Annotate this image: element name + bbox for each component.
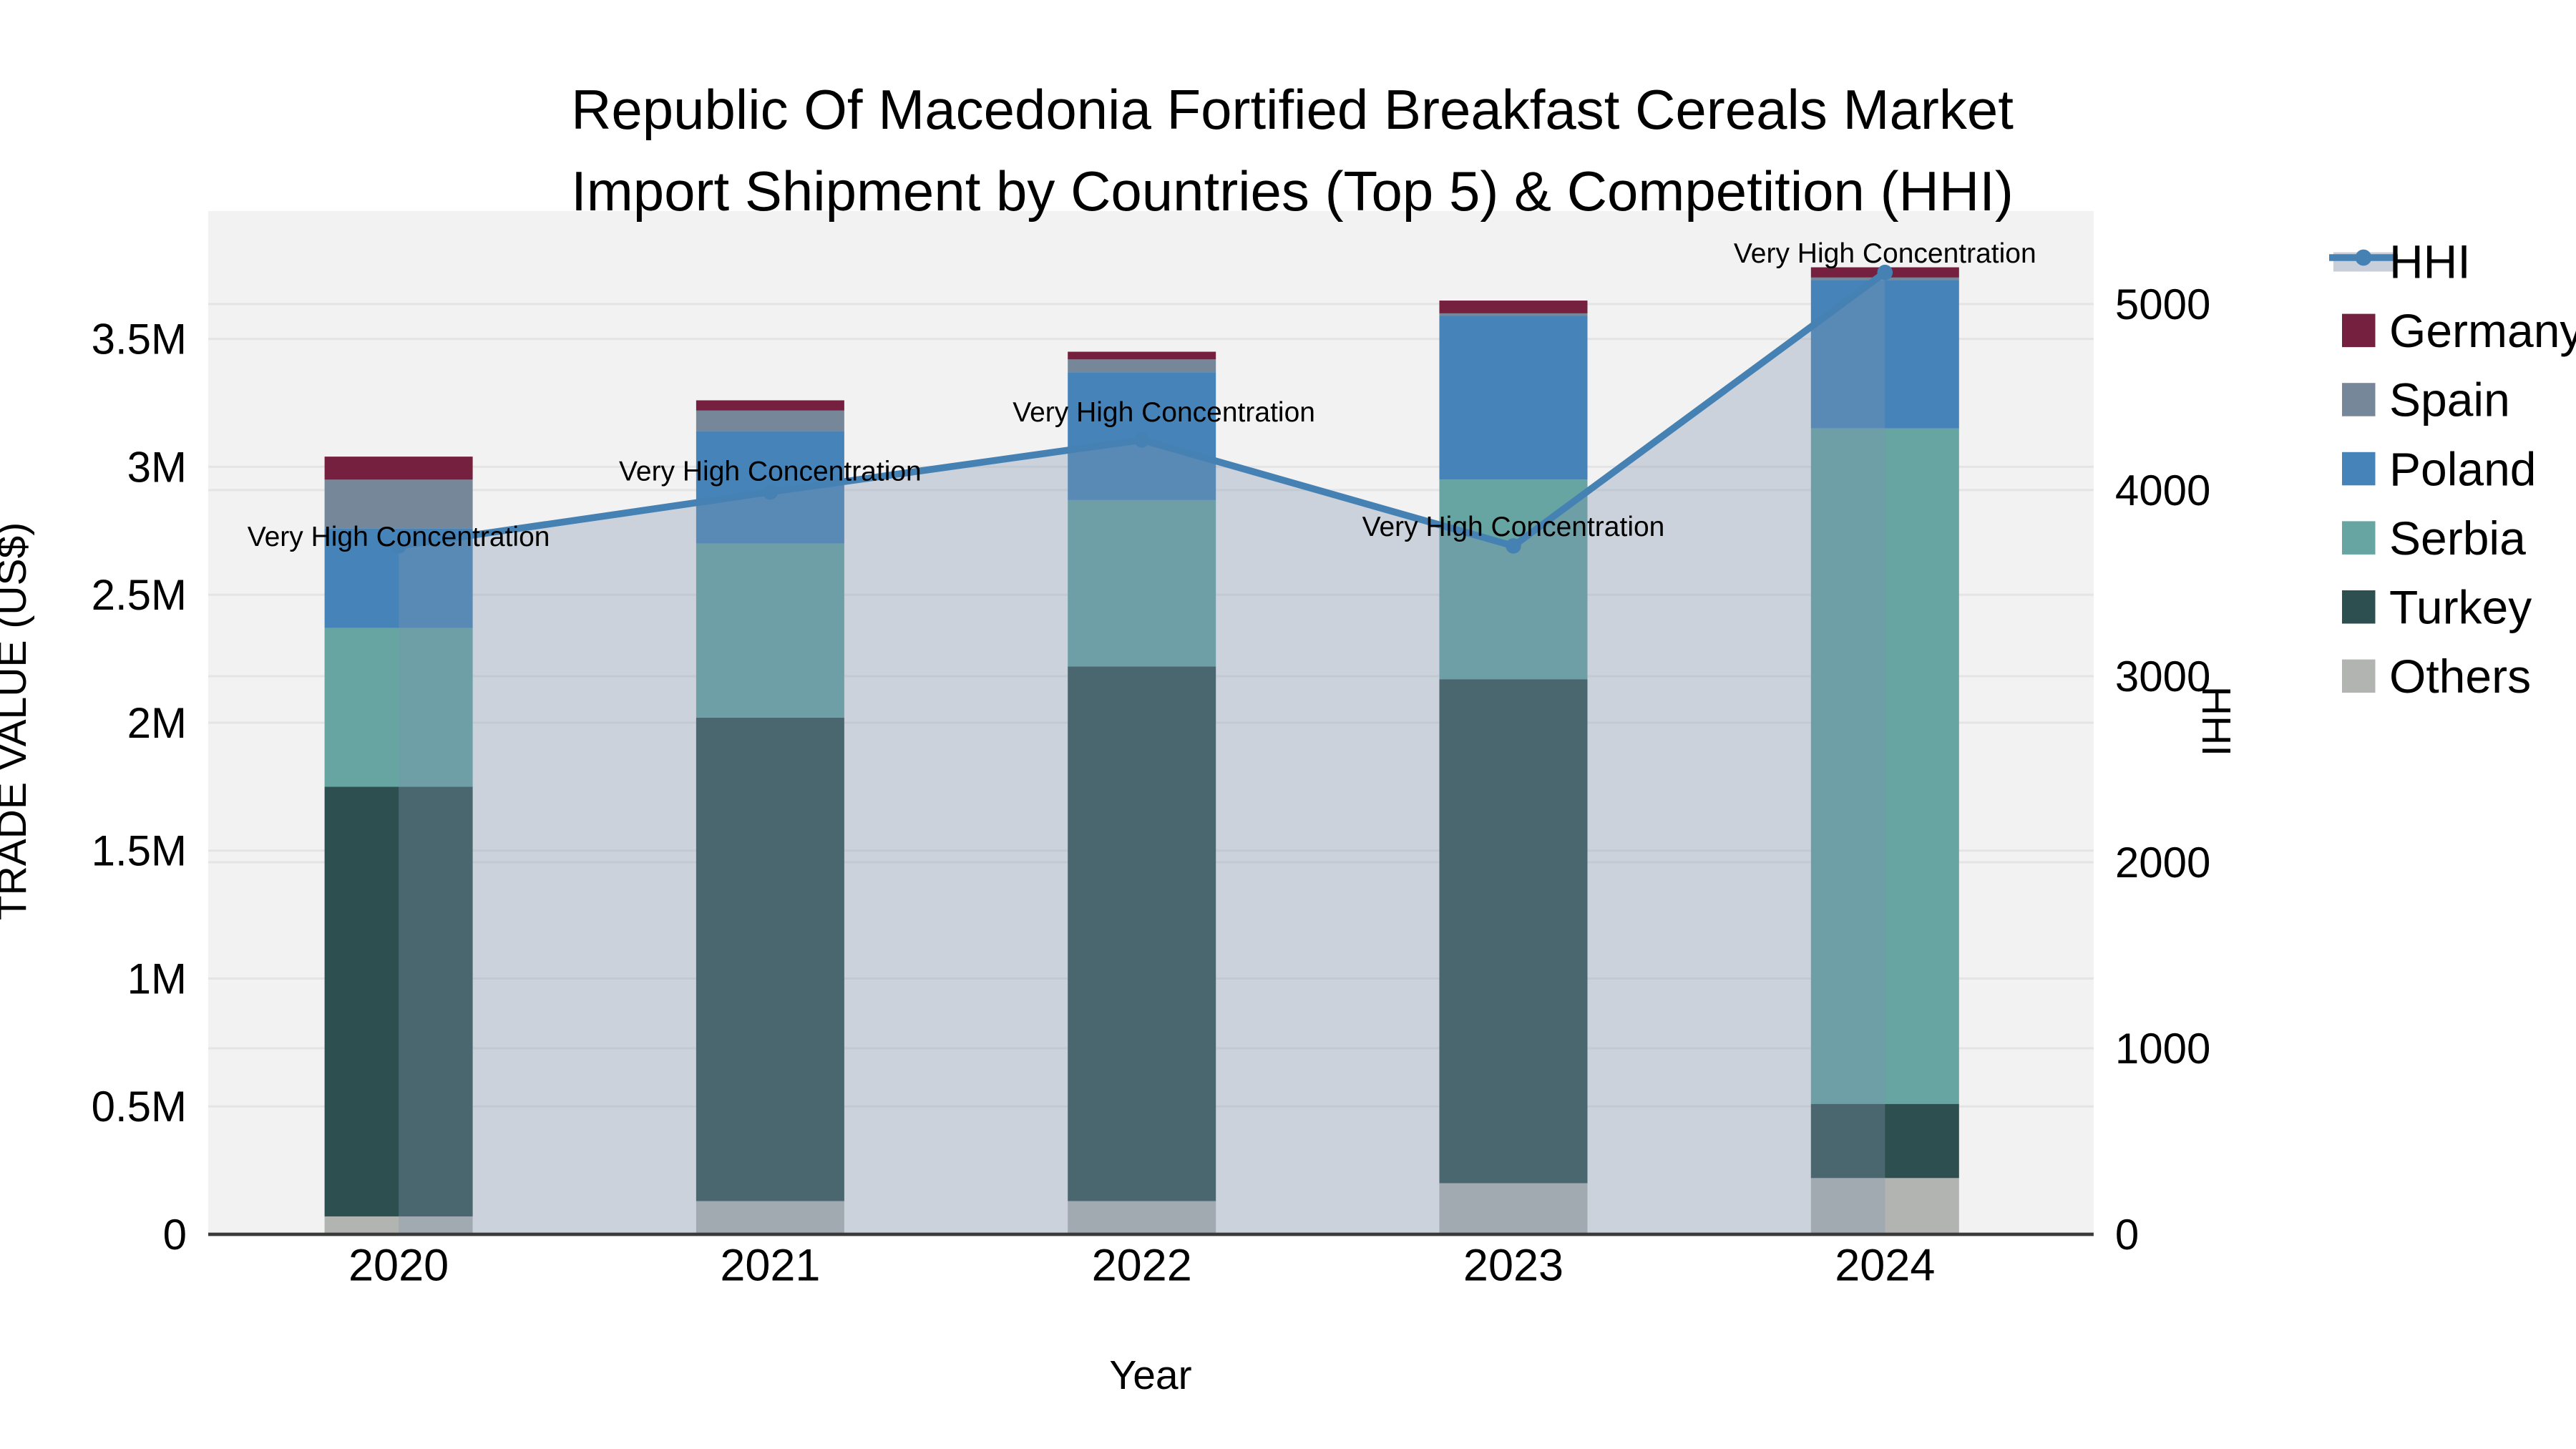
- bar-segment-serbia-2021: [696, 543, 844, 718]
- bar-segment-spain-2020: [324, 479, 473, 529]
- legend-label-hhi: HHI: [2389, 235, 2471, 288]
- left-tick-3.5M: 3.5M: [92, 316, 187, 364]
- legend-item-germany[interactable]: Germany: [2342, 304, 2576, 357]
- left-tick-0.5M: 0.5M: [92, 1083, 187, 1131]
- legend-item-serbia[interactable]: Serbia: [2342, 512, 2526, 565]
- hhi-marker-2021: [762, 484, 779, 500]
- left-tick-0: 0: [163, 1211, 187, 1259]
- legend-label-spain: Spain: [2389, 374, 2510, 426]
- legend-swatch-icon-germany: [2342, 313, 2376, 348]
- bar-segment-spain-2021: [696, 410, 844, 431]
- legend-swatch-icon-spain: [2342, 383, 2376, 416]
- x-tick-2020: 2020: [348, 1241, 449, 1291]
- bar-segment-others-2024: [1810, 1178, 1959, 1234]
- legend-label-germany: Germany: [2389, 304, 2576, 357]
- y-axis-title-left: TRADE VALUE (US$): [0, 522, 35, 920]
- right-tick-3000: 3000: [2115, 653, 2210, 701]
- right-tick-5000: 5000: [2115, 280, 2210, 328]
- bar-segment-others-2020: [324, 1216, 473, 1234]
- x-axis-title: Year: [1109, 1352, 1191, 1398]
- legend-label-poland: Poland: [2389, 442, 2537, 495]
- annotation-2024: Very High Concentration: [1734, 238, 2036, 269]
- x-tick-2021: 2021: [720, 1241, 820, 1291]
- x-tick-2024: 2024: [1835, 1241, 1935, 1291]
- bar-segment-others-2023: [1439, 1183, 1588, 1234]
- right-tick-0: 0: [2115, 1211, 2139, 1259]
- bar-segment-serbia-2020: [324, 628, 473, 787]
- left-tick-1.5M: 1.5M: [92, 827, 187, 875]
- bar-stack-2021: [696, 400, 844, 1234]
- bar-segment-turkey-2021: [696, 717, 844, 1201]
- annotation-2021: Very High Concentration: [619, 457, 922, 487]
- bar-segment-spain-2022: [1068, 359, 1216, 373]
- bar-segment-spain-2023: [1439, 313, 1588, 316]
- bar-segment-serbia-2024: [1810, 428, 1959, 1104]
- bar-segment-others-2021: [696, 1201, 844, 1234]
- legend-item-turkey[interactable]: Turkey: [2342, 581, 2532, 634]
- legend-swatch-icon-poland: [2342, 452, 2376, 486]
- bar-segment-poland-2023: [1439, 316, 1588, 480]
- annotation-2022: Very High Concentration: [1013, 397, 1315, 428]
- right-tick-1000: 1000: [2115, 1025, 2210, 1073]
- left-tick-2.5M: 2.5M: [92, 571, 187, 619]
- legend-swatch-icon-serbia: [2342, 521, 2376, 555]
- left-tick-1M: 1M: [127, 955, 187, 1002]
- legend-item-spain[interactable]: Spain: [2342, 374, 2510, 426]
- bar-segment-turkey-2024: [1810, 1103, 1959, 1179]
- bar-stack-2022: [1068, 351, 1216, 1234]
- chart-title-line1: Republic Of Macedonia Fortified Breakfas…: [571, 78, 2014, 141]
- bar-segment-germany-2022: [1068, 351, 1216, 360]
- bar-segment-germany-2020: [324, 457, 473, 480]
- bar-segment-turkey-2022: [1068, 666, 1216, 1201]
- annotation-2023: Very High Concentration: [1362, 512, 1665, 542]
- legend: HHI Germany Spain Poland Serbia Turkey Others: [2329, 235, 2576, 703]
- left-tick-3M: 3M: [127, 443, 187, 491]
- right-tick-4000: 4000: [2115, 467, 2210, 514]
- bar-stack-2020: [324, 457, 473, 1234]
- hhi-area-fill: [399, 272, 1885, 1234]
- bar-segment-serbia-2022: [1068, 499, 1216, 667]
- legend-label-turkey: Turkey: [2389, 581, 2532, 634]
- bar-segment-germany-2023: [1439, 301, 1588, 313]
- left-tick-2M: 2M: [127, 699, 187, 747]
- bar-stack-2024: [1810, 267, 1959, 1234]
- x-tick-2023: 2023: [1463, 1241, 1563, 1291]
- legend-swatch-icon-others: [2342, 659, 2376, 693]
- legend-swatch-icon-turkey: [2342, 590, 2376, 624]
- legend-item-others[interactable]: Others: [2342, 650, 2531, 703]
- legend-item-hhi[interactable]: HHI: [2329, 235, 2471, 288]
- bar-segment-turkey-2023: [1439, 679, 1588, 1184]
- bar-segment-others-2022: [1068, 1201, 1216, 1234]
- annotation-2020: Very High Concentration: [248, 522, 550, 552]
- bar-stack-2023: [1439, 301, 1588, 1234]
- legend-label-serbia: Serbia: [2389, 512, 2526, 565]
- right-tick-2000: 2000: [2115, 839, 2210, 887]
- y-axis-title-right: HHI: [2193, 686, 2239, 756]
- hhi-marker-2024: [1877, 264, 1893, 280]
- hhi-marker-2020: [391, 538, 406, 554]
- chart-title-line2: Import Shipment by Countries (Top 5) & C…: [571, 160, 2014, 223]
- bar-segment-turkey-2020: [324, 786, 473, 1216]
- legend-item-poland[interactable]: Poland: [2342, 442, 2537, 495]
- bar-series-group: [324, 267, 1959, 1234]
- hhi-marker-2023: [1506, 538, 1521, 554]
- hhi-marker-2022: [1133, 431, 1150, 448]
- legend-label-others: Others: [2389, 650, 2531, 703]
- bar-segment-germany-2021: [696, 400, 844, 411]
- x-tick-2022: 2022: [1092, 1241, 1192, 1291]
- hhi-legend-marker-icon: [2355, 249, 2372, 266]
